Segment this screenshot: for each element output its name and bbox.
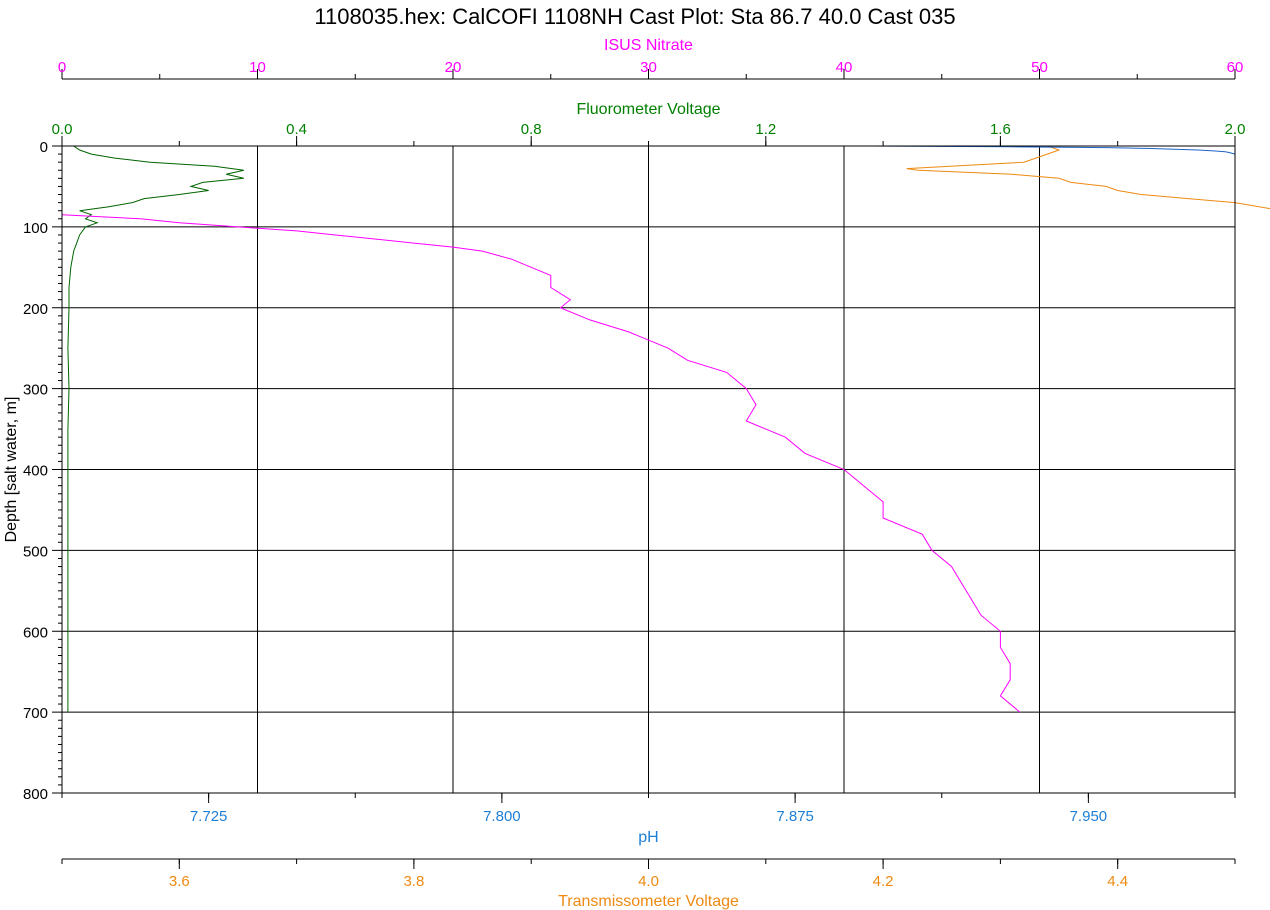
series-line-trans [906,145,1270,210]
ph-tick-label: 7.875 [776,808,814,825]
trans-tick-label: 3.8 [403,873,424,890]
fluor-tick-label: 1.6 [990,121,1011,138]
trans-tick-label: 4.4 [1107,873,1128,890]
ph-tick-label: 7.950 [1070,808,1108,825]
depth-tick-label: 400 [23,463,48,480]
trans-tick-label: 4.0 [638,873,659,890]
nitrate-tick-label: 50 [1031,59,1048,76]
depth-axis-title: Depth [salt water, m] [3,397,20,543]
nitrate-tick-label: 40 [836,59,853,76]
series-line-fluor [67,145,244,713]
trans-tick-label: 4.2 [873,873,894,890]
ph-tick-label: 7.800 [483,808,521,825]
series-line-nitrate [61,214,1021,713]
chart-title: 1108035.hex: CalCOFI 1108NH Cast Plot: S… [314,4,955,29]
nitrate-tick-label: 30 [640,59,657,76]
depth-tick-label: 700 [23,705,48,722]
fluor-tick-label: 1.2 [755,121,776,138]
depth-tick-label: 200 [23,301,48,318]
depth-tick-label: 300 [23,382,48,399]
nitrate-tick-label: 20 [445,59,462,76]
trans-axis-title: Transmissometer Voltage [558,893,739,910]
depth-tick-label: 600 [23,624,48,641]
fluor-tick-label: 2.0 [1225,121,1246,138]
depth-tick-label: 500 [23,543,48,560]
nitrate-axis-title: ISUS Nitrate [604,37,693,54]
depth-tick-label: 800 [23,786,48,803]
fluor-axis-title: Fluorometer Voltage [576,101,720,118]
fluor-tick-label: 0.8 [521,121,542,138]
grid-lines [61,145,1236,794]
nitrate-tick-label: 10 [249,59,266,76]
data-series [61,145,1270,713]
ph-axis-title: pH [638,829,658,846]
axes: 0 10 20 30 40 50 60 ISUS Nitrate 0.0 0.4 0.8 1.2 1.6… [3,37,1245,910]
fluor-tick-label: 0.4 [286,121,307,138]
nitrate-tick-label: 0 [58,59,66,76]
series-line-ph [873,145,1236,155]
trans-tick-label: 3.6 [169,873,190,890]
ph-tick-label: 7.725 [190,808,228,825]
nitrate-tick-label: 60 [1227,59,1244,76]
depth-tick-label: 100 [23,220,48,237]
fluor-tick-label: 0.0 [52,121,73,138]
depth-tick-label: 0 [40,139,48,156]
